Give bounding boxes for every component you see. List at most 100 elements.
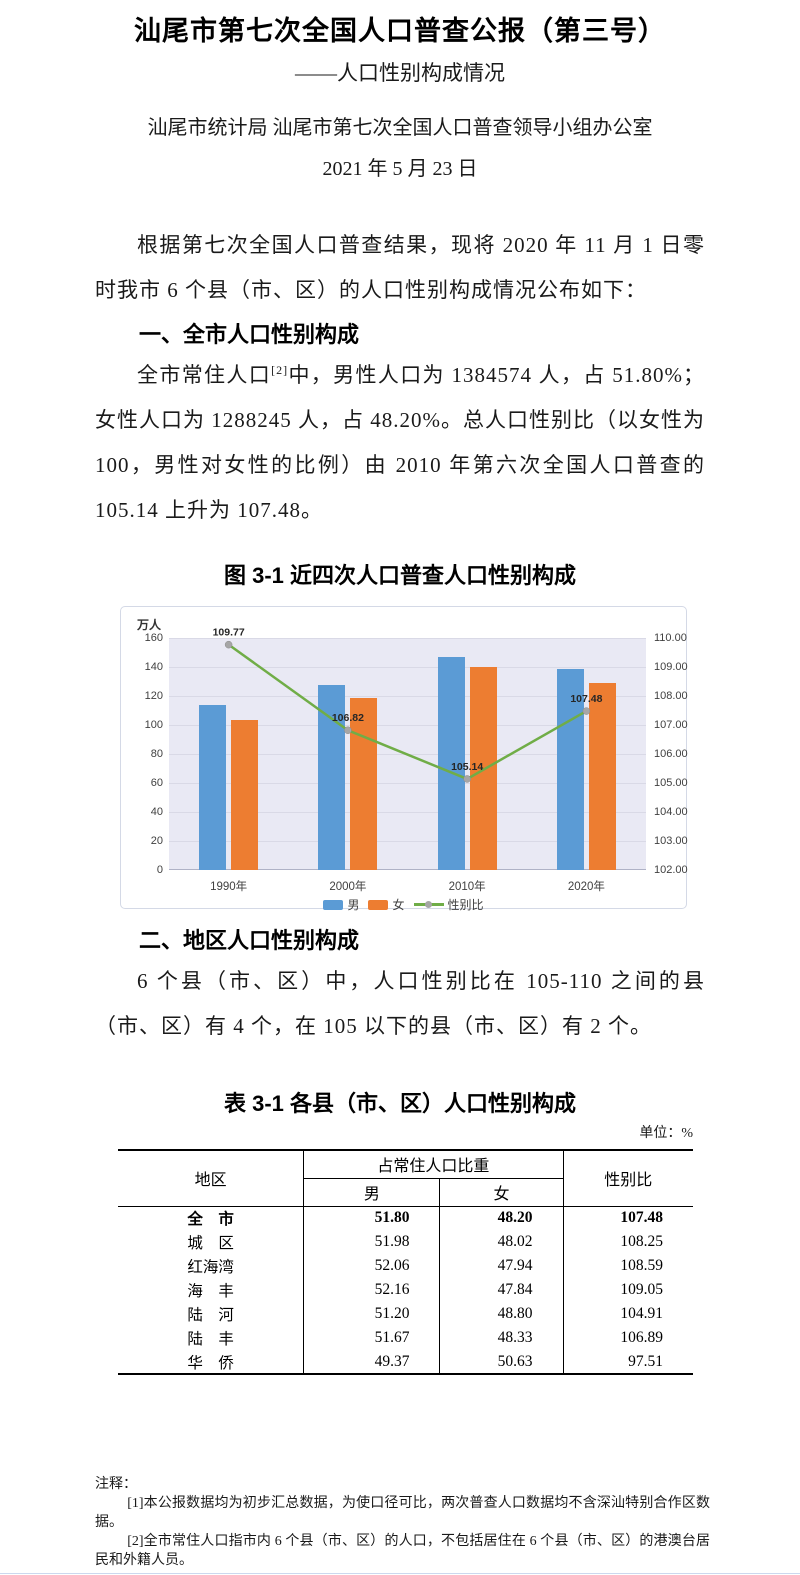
cell-area: 红海湾 bbox=[187, 1259, 234, 1276]
grid-line bbox=[169, 812, 646, 813]
cell-ratio: 108.25 bbox=[562, 1230, 693, 1254]
grid-line bbox=[169, 696, 646, 697]
cell-female: 48.02 bbox=[439, 1230, 564, 1254]
trend-line-svg: 109.77 106.82 105.14 107.48 bbox=[213, 627, 603, 783]
publish-date: 2021 年 5 月 23 日 bbox=[322, 158, 478, 180]
paragraph-text: 中，男性人口为 1384574 人，占 51.80%；女性人口为 1288245… bbox=[95, 363, 706, 522]
line-data-label: 107.48 bbox=[570, 693, 602, 705]
cell-area: 华 侨 bbox=[187, 1354, 234, 1372]
axis-tick-right: 103.00 bbox=[654, 835, 688, 847]
bar-female bbox=[350, 698, 378, 870]
table-title: 表 3-1 各县（市、区）人口性别构成 bbox=[223, 1091, 577, 1116]
section-2-heading: 二、地区人口性别构成 bbox=[139, 928, 360, 953]
cell-area: 全 市 bbox=[187, 1211, 234, 1229]
footnotes-heading: 注释： bbox=[95, 1477, 137, 1492]
byline: 汕尾市统计局 汕尾市第七次全国人口普查领导小组办公室 bbox=[147, 117, 653, 139]
footnotes: 注释： [1]本公报数据均为初步汇总数据，为使口径可比，两次普查人口数据均不含深… bbox=[95, 1475, 710, 1570]
footnote-reference: [2] bbox=[271, 363, 289, 377]
x-axis-label: 2020年 bbox=[567, 881, 605, 893]
footnote-text: [2]全市常住人口指市内 6 个县（市、区）的人口，不包括居住在 6 个县（市、… bbox=[95, 1534, 710, 1568]
legend-item: 性别比 bbox=[413, 896, 484, 913]
table-row: 海 丰 52.16 47.84 109.05 bbox=[118, 1278, 693, 1302]
col-header-group: 占常住人口比重 bbox=[303, 1150, 564, 1179]
cell-male: 49.37 bbox=[303, 1350, 440, 1374]
x-axis-label: 1990年 bbox=[210, 881, 248, 893]
line-marker bbox=[463, 775, 471, 783]
page-bottom-divider bbox=[0, 1572, 800, 1574]
axis-tick-left: 100 bbox=[144, 719, 163, 731]
bar-male bbox=[556, 669, 584, 870]
axis-tick-left: 0 bbox=[156, 864, 163, 876]
table-row: 红海湾 52.06 47.94 108.59 bbox=[118, 1254, 693, 1278]
footnote-text: [1]本公报数据均为初步汇总数据，为使口径可比，两次普查人口数据均不含深汕特别合… bbox=[95, 1496, 710, 1530]
section-1-paragraph: 全市常住人口[2]中，男性人口为 1384574 人，占 51.80%；女性人口… bbox=[95, 353, 705, 533]
section-1-heading: 一、全市人口性别构成 bbox=[139, 322, 360, 347]
legend-item: 男 bbox=[323, 896, 359, 913]
bar-male bbox=[199, 704, 227, 870]
axis-tick-right: 110.00 bbox=[654, 632, 687, 644]
line-data-label: 109.77 bbox=[213, 627, 245, 639]
sex-composition-table: 地区 占常住人口比重 性别比 男 女 全 市 51.80 48.20 107.48 城 … bbox=[118, 1149, 693, 1375]
cell-ratio: 109.05 bbox=[562, 1278, 693, 1302]
col-header-female: 女 bbox=[439, 1178, 564, 1207]
cell-ratio: 108.59 bbox=[562, 1254, 693, 1278]
col-header-ratio: 性别比 bbox=[562, 1150, 693, 1207]
cell-area: 陆 丰 bbox=[187, 1331, 234, 1348]
intro-paragraph: 根据第七次全国人口普查结果，现将 2020 年 11 月 1 日零时我市 6 个… bbox=[95, 233, 705, 302]
page-subtitle: ——人口性别构成情况 bbox=[295, 61, 505, 85]
axis-tick-right: 107.00 bbox=[654, 719, 688, 731]
grid-line bbox=[169, 725, 646, 726]
axis-tick-left: 40 bbox=[150, 806, 163, 818]
axis-tick-right: 105.00 bbox=[654, 777, 688, 789]
cell-male: 51.98 bbox=[303, 1230, 440, 1254]
legend-label: 男 bbox=[347, 898, 360, 912]
legend-label: 女 bbox=[392, 898, 405, 912]
population-sex-ratio-chart: 万人 160 110.00 140 109.00 120 108.00 100 107.00 8… bbox=[120, 606, 688, 912]
axis-tick-left: 120 bbox=[144, 690, 163, 702]
cell-female: 50.63 bbox=[439, 1350, 564, 1374]
axis-tick-left: 140 bbox=[144, 661, 163, 673]
legend-item: 女 bbox=[368, 896, 405, 913]
footnote-items: [1]本公报数据均为初步汇总数据，为使口径可比，两次普查人口数据均不含深汕特别合… bbox=[95, 1494, 710, 1570]
cell-area: 陆 河 bbox=[187, 1307, 234, 1324]
cell-ratio: 104.91 bbox=[562, 1302, 693, 1326]
cell-female: 47.94 bbox=[439, 1254, 564, 1278]
cell-female: 48.33 bbox=[439, 1326, 564, 1350]
legend-male-swatch bbox=[323, 899, 344, 910]
axis-tick-right: 106.00 bbox=[654, 748, 688, 760]
line-data-label: 105.14 bbox=[451, 761, 483, 773]
table-row: 陆 河 51.20 48.80 104.91 bbox=[118, 1302, 693, 1326]
legend-female-swatch bbox=[368, 899, 389, 910]
cell-male: 51.67 bbox=[303, 1326, 440, 1350]
axis-tick-left: 60 bbox=[150, 777, 163, 789]
cell-male: 51.20 bbox=[303, 1302, 440, 1326]
grid-line bbox=[169, 783, 646, 784]
cell-ratio: 106.89 bbox=[562, 1326, 693, 1350]
cell-area: 海 丰 bbox=[187, 1283, 234, 1300]
axis-tick-left: 80 bbox=[150, 748, 163, 760]
grid-line bbox=[169, 638, 646, 639]
figure-title: 图 3-1 近四次人口普查人口性别构成 bbox=[223, 563, 577, 588]
cell-female: 48.80 bbox=[439, 1302, 564, 1326]
axis-tick-right: 109.00 bbox=[654, 661, 688, 673]
col-header-area: 地区 bbox=[118, 1150, 304, 1207]
table-row: 全 市 51.80 48.20 107.48 bbox=[118, 1206, 693, 1230]
bar-male bbox=[318, 685, 346, 870]
axis-tick-right: 108.00 bbox=[654, 690, 688, 702]
table-row: 城 区 51.98 48.02 108.25 bbox=[118, 1230, 693, 1254]
axis-tick-right: 104.00 bbox=[654, 806, 688, 818]
chart-legend: 男 女 性别比 bbox=[121, 896, 686, 913]
cell-area: 城 区 bbox=[187, 1235, 234, 1252]
axis-tick-left: 20 bbox=[150, 835, 163, 847]
cell-male: 52.16 bbox=[303, 1278, 440, 1302]
axis-tick-left: 160 bbox=[144, 632, 163, 644]
bar-male bbox=[437, 656, 465, 870]
line-marker bbox=[582, 707, 591, 715]
line-data-label: 106.82 bbox=[332, 712, 364, 724]
legend-line-dot bbox=[424, 900, 432, 908]
grid-line bbox=[169, 841, 646, 842]
cell-male: 51.80 bbox=[303, 1206, 440, 1230]
paragraph-text: 全市常住人口 bbox=[137, 363, 272, 387]
page-title: 汕尾市第七次全国人口普查公报（第三号） bbox=[134, 16, 666, 46]
